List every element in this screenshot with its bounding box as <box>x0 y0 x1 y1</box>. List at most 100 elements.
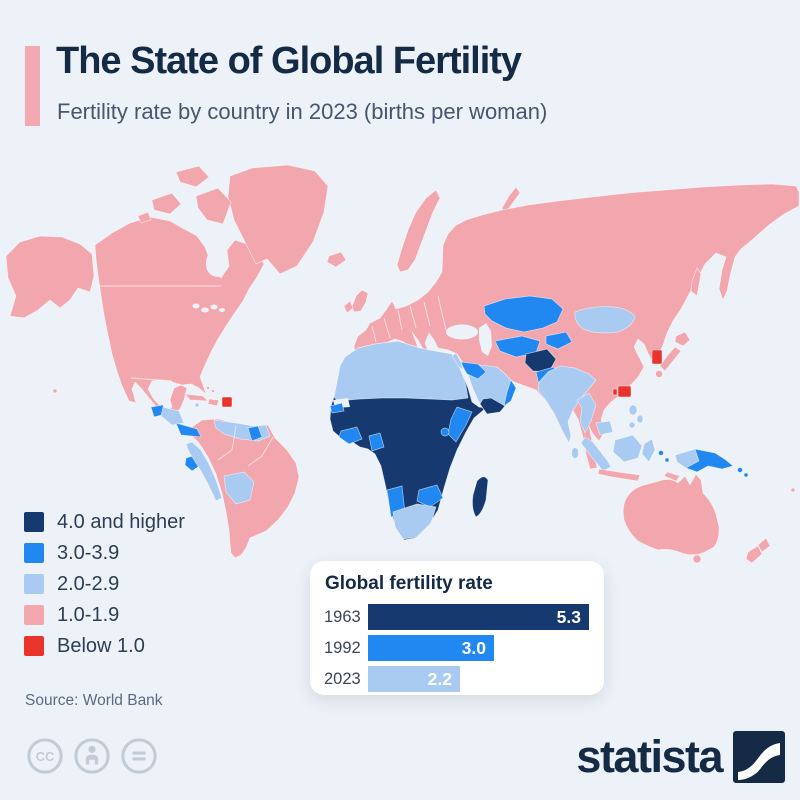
legend-swatch <box>24 636 44 656</box>
legend-label: 3.0-3.9 <box>57 542 120 564</box>
bar-row: 1992 3.0 <box>324 635 589 661</box>
region-zambia-zimbabwe <box>416 484 444 508</box>
legend-swatch <box>24 543 44 563</box>
region-south-asia-overlays <box>537 306 636 459</box>
region-oman <box>503 379 517 407</box>
region-iraq <box>460 361 487 380</box>
world-map <box>5 164 800 564</box>
statista-logo[interactable]: statista <box>576 731 785 783</box>
region-arctic-islands <box>137 165 232 225</box>
bar-row: 2023 2.2 <box>324 666 589 692</box>
region-iceland <box>326 251 347 268</box>
bar-value-label: 5.3 <box>556 606 581 627</box>
legend-swatch <box>24 512 44 532</box>
region-sulawesi <box>641 438 656 463</box>
region-united-kingdom <box>351 289 369 313</box>
license-icons: CC <box>26 737 167 775</box>
region-yemen <box>479 397 506 415</box>
region-japan <box>655 331 691 378</box>
cc-icon[interactable]: CC <box>26 737 64 775</box>
marker-puerto-rico <box>221 396 233 408</box>
statista-logo-mark <box>733 731 785 783</box>
region-kazakhstan <box>483 295 564 333</box>
region-jamaica <box>194 402 200 408</box>
region-borneo <box>612 434 643 463</box>
statista-wordmark: statista <box>576 731 723 782</box>
region-scandinavia <box>396 189 441 273</box>
bar-year-label: 1992 <box>324 638 361 657</box>
region-levant <box>451 352 464 371</box>
legend-label: 1.0-1.9 <box>57 604 120 626</box>
marker-south-korea <box>651 349 663 365</box>
region-senegal <box>329 402 345 414</box>
page-subtitle: Fertility rate by country in 2023 (birth… <box>57 99 548 124</box>
region-uganda <box>440 427 450 437</box>
region-tasmania <box>692 554 702 564</box>
region-north-africa <box>333 340 469 401</box>
region-caribbean <box>184 386 220 408</box>
region-hawaii <box>52 388 58 394</box>
legend-label: 2.0-2.9 <box>57 573 120 595</box>
region-middle-east-overlays <box>451 352 517 415</box>
region-africa-overlays <box>329 340 473 540</box>
bar-2023: 2.2 <box>368 666 460 692</box>
region-fiji <box>790 487 796 493</box>
region-india <box>537 365 597 444</box>
bar-1963: 5.3 <box>368 604 589 630</box>
card-title: Global fertility rate <box>325 573 493 594</box>
region-ethiopia-kenya <box>447 406 473 443</box>
source-note: Source: World Bank <box>25 692 163 709</box>
region-cuba <box>184 393 209 402</box>
region-sakhalin <box>690 267 702 297</box>
region-central-america <box>150 404 202 438</box>
region-cameroon-gabon <box>368 432 385 452</box>
region-greenland <box>227 164 329 275</box>
region-central-asia-overlays <box>483 295 573 392</box>
bar-year-label: 2023 <box>324 669 361 688</box>
legend-item: 2.0-2.9 <box>24 574 185 594</box>
region-hispaniola <box>207 398 220 407</box>
legend-item: 4.0 and higher <box>24 512 185 532</box>
region-timor <box>663 471 681 482</box>
map-legend: 4.0 and higher 3.0-3.9 2.0-2.9 1.0-1.9 B… <box>24 512 185 667</box>
marker-macau <box>612 388 618 396</box>
legend-swatch <box>24 605 44 625</box>
region-ghana-ivory-coast <box>338 426 363 445</box>
bar-value-label: 3.0 <box>461 637 486 658</box>
region-myanmar <box>576 392 597 434</box>
region-southeast-asia-islands <box>580 404 796 493</box>
global-fertility-rate-card: Global fertility rate 1963 5.3 1992 3.0 … <box>310 561 604 695</box>
bar-year-label: 1963 <box>324 607 361 626</box>
region-kyrgyzstan-tajikistan <box>545 331 573 350</box>
country-border-lines <box>97 285 447 467</box>
region-java <box>597 468 641 482</box>
region-alaska <box>5 235 95 319</box>
legend-label: 4.0 and higher <box>57 511 185 533</box>
marker-hong-kong <box>617 385 632 398</box>
region-peru <box>185 441 223 502</box>
region-south-africa-botswana <box>392 503 437 540</box>
below-one-markers <box>221 349 663 408</box>
attribution-person-icon[interactable] <box>73 737 111 775</box>
bar-1992: 3.0 <box>368 635 494 661</box>
region-canada-usa-mexico <box>94 216 265 417</box>
legend-label: Below 1.0 <box>57 635 145 657</box>
region-sri-lanka <box>571 447 579 459</box>
region-bolivia-paraguay <box>223 471 255 505</box>
region-mongolia <box>574 306 636 334</box>
region-cambodia <box>595 420 614 436</box>
region-south-america-overlays <box>184 419 271 505</box>
region-sumatra <box>580 436 612 472</box>
legend-swatch <box>24 574 44 594</box>
region-ireland <box>343 300 354 314</box>
legend-item: Below 1.0 <box>24 636 185 656</box>
equal-sign-icon[interactable] <box>120 737 158 775</box>
region-west-papua <box>674 448 700 469</box>
title-accent-bar <box>25 46 40 126</box>
legend-item: 3.0-3.9 <box>24 543 185 563</box>
region-australia <box>622 473 720 556</box>
region-madagascar <box>472 476 489 518</box>
region-guyana <box>247 425 263 442</box>
bar-value-label: 2.2 <box>427 668 452 689</box>
